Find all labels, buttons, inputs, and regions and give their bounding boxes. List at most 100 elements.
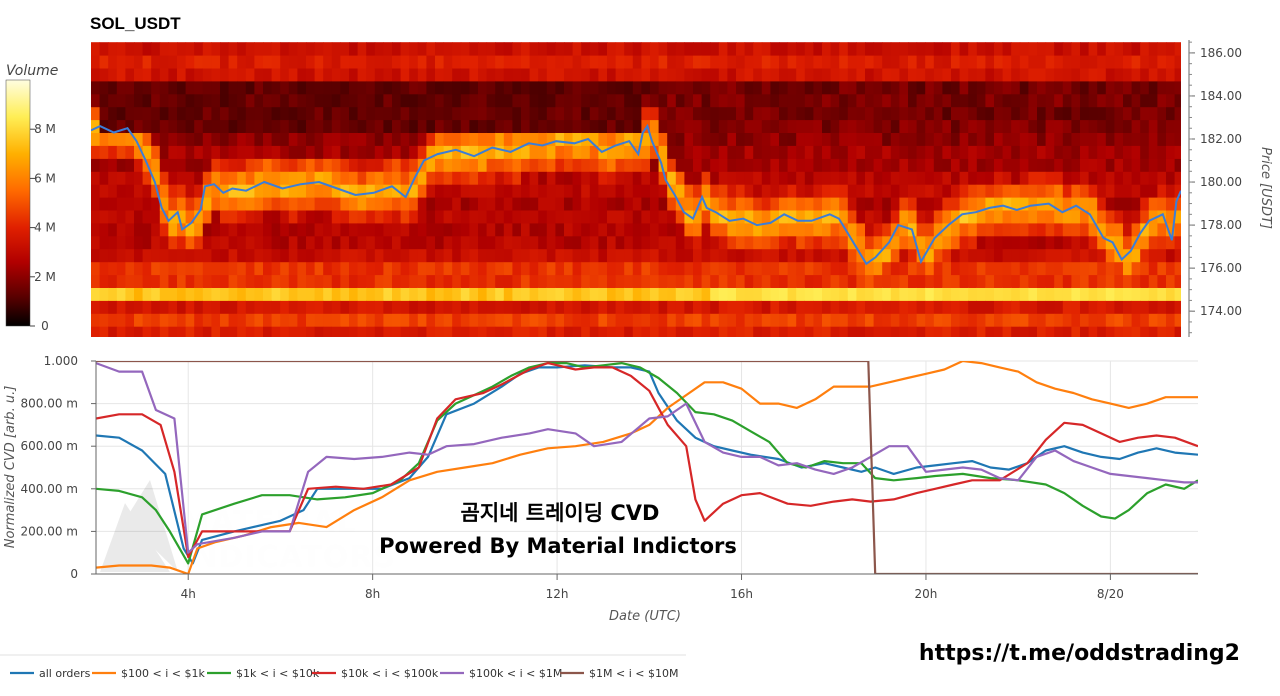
heatmap-cell <box>529 313 539 327</box>
heatmap-cell <box>357 145 367 159</box>
heatmap-cell <box>675 145 685 159</box>
heatmap-cell <box>959 132 969 146</box>
heatmap-cell <box>658 119 668 133</box>
heatmap-cell <box>220 132 230 146</box>
heatmap-cell <box>460 106 470 121</box>
heatmap-cell <box>607 197 617 211</box>
heatmap-cell <box>890 132 900 146</box>
heatmap-cell <box>288 248 298 263</box>
heatmap-cell <box>718 197 728 211</box>
heatmap-cell <box>1080 42 1090 56</box>
heatmap-cell <box>994 300 1004 314</box>
heatmap-cell <box>641 248 651 263</box>
heatmap-cell <box>951 313 961 327</box>
heatmap-cell <box>994 184 1004 198</box>
heatmap-cell <box>624 68 634 82</box>
heatmap-cell <box>400 300 410 314</box>
heatmap-cell <box>1080 261 1090 276</box>
heatmap-cell <box>486 313 496 327</box>
heatmap-cell <box>753 93 763 108</box>
heatmap-cell <box>1045 119 1055 133</box>
heatmap-cell <box>615 171 625 185</box>
heatmap-cell <box>710 197 720 211</box>
legend-label[interactable]: $100k < i < $1M <box>469 667 562 680</box>
heatmap-cell <box>787 222 797 237</box>
heatmap-cell <box>865 80 875 95</box>
heatmap-cell <box>417 313 427 327</box>
heatmap-cell <box>271 145 281 159</box>
heatmap-cell <box>598 68 608 82</box>
heatmap-cell <box>933 184 943 198</box>
heatmap-cell <box>667 287 677 301</box>
heatmap-cell <box>598 313 608 327</box>
heatmap-cell <box>538 158 548 172</box>
legend-label[interactable]: $1M < i < $10M <box>589 667 678 680</box>
heatmap-cell <box>1166 132 1176 146</box>
heatmap-cell <box>1097 145 1107 159</box>
heatmap-cell <box>564 68 574 82</box>
heatmap-cell <box>693 274 703 288</box>
heatmap-cell <box>288 55 298 69</box>
heatmap-cell <box>469 274 479 288</box>
heatmap-cell <box>607 184 617 198</box>
heatmap-cell <box>1062 132 1072 146</box>
heatmap-cell <box>495 222 505 237</box>
heatmap-cell <box>770 197 780 211</box>
heatmap-cell <box>1105 184 1115 198</box>
heatmap-cell <box>727 222 737 237</box>
heatmap-cell <box>899 184 909 198</box>
heatmap-cell <box>1114 210 1124 224</box>
heatmap-cell <box>632 313 642 327</box>
heatmap-cell <box>159 222 169 237</box>
heatmap-cell <box>263 222 273 237</box>
heatmap-cell <box>1002 42 1012 56</box>
heatmap-cell <box>288 210 298 224</box>
heatmap-cell <box>185 197 195 211</box>
heatmap-cell <box>1045 261 1055 276</box>
heatmap-cell <box>263 248 273 263</box>
heatmap-cell <box>245 261 255 276</box>
heatmap-cell <box>374 171 384 185</box>
heatmap-cell <box>908 235 918 250</box>
legend-label[interactable]: $10k < i < $100k <box>341 667 439 680</box>
heatmap-cell <box>847 274 857 288</box>
heatmap-cell <box>323 132 333 146</box>
heatmap-cell <box>1062 248 1072 263</box>
heatmap-cell <box>366 93 376 108</box>
heatmap-cell <box>546 145 556 159</box>
legend-label[interactable]: all orders <box>39 667 91 680</box>
heatmap-cell <box>564 222 574 237</box>
legend-label[interactable]: $1k < i < $10k <box>236 667 320 680</box>
heatmap-cell <box>331 235 341 250</box>
heatmap-cell <box>331 326 341 337</box>
legend-label[interactable]: $100 < i < $1k <box>121 667 205 680</box>
heatmap-cell <box>486 42 496 56</box>
heatmap-cell <box>985 210 995 224</box>
heatmap-cell <box>847 119 857 133</box>
heatmap-cell <box>125 68 135 82</box>
telegram-link[interactable]: https://t.me/oddstrading2 <box>919 641 1240 666</box>
heatmap-cell <box>202 171 212 185</box>
heatmap-cell <box>951 197 961 211</box>
heatmap-cell <box>263 93 273 108</box>
heatmap-cell <box>1114 184 1124 198</box>
heatmap-cell <box>426 235 436 250</box>
heatmap-cell <box>555 287 565 301</box>
cvd-axis-title: Normalized CVD [arb. u.] <box>3 386 18 549</box>
heatmap-cell <box>710 158 720 172</box>
heatmap-cell <box>1019 93 1029 108</box>
heatmap-cell <box>761 313 771 327</box>
heatmap-cell <box>185 145 195 159</box>
heatmap-cell <box>271 171 281 185</box>
heatmap-cell <box>770 274 780 288</box>
heatmap-cell <box>202 158 212 172</box>
heatmap-cell <box>701 80 711 95</box>
heatmap-cell <box>263 210 273 224</box>
heatmap-cell <box>1028 119 1038 133</box>
heatmap-cell <box>624 119 634 133</box>
heatmap-cell <box>615 313 625 327</box>
heatmap-cell <box>409 55 419 69</box>
heatmap-cell <box>632 248 642 263</box>
heatmap-cell <box>1140 235 1150 250</box>
heatmap-cell <box>641 145 651 159</box>
